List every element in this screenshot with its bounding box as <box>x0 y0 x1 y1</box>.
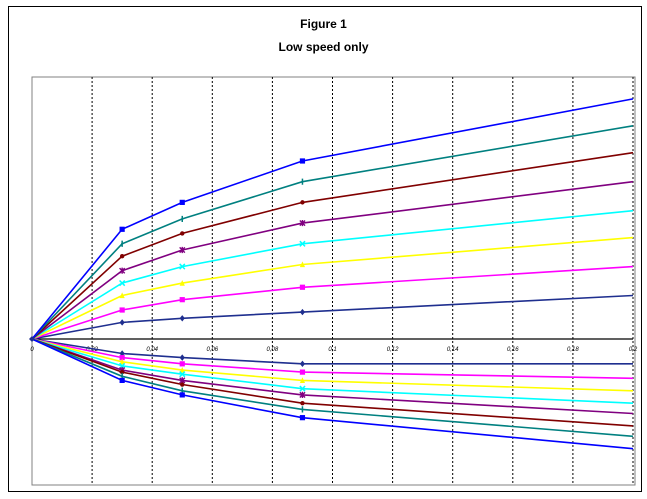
series-4 <box>31 180 634 340</box>
series-11 <box>31 338 634 404</box>
data-point <box>179 392 185 398</box>
series-group <box>29 98 634 450</box>
series-5 <box>31 151 634 340</box>
x-tick-label: 0,18 <box>567 347 579 353</box>
data-point <box>300 200 305 205</box>
origin-point <box>29 336 35 342</box>
data-point <box>179 280 185 286</box>
data-point <box>119 369 125 375</box>
data-point <box>179 263 186 270</box>
data-point <box>299 240 306 247</box>
data-point <box>119 319 125 326</box>
data-point <box>299 219 306 227</box>
chart-subtitle: Low speed only <box>278 40 369 54</box>
data-point <box>179 366 185 373</box>
x-tick-label: 0,06 <box>206 347 218 353</box>
data-point <box>119 254 125 259</box>
data-point <box>299 360 306 368</box>
series-6 <box>31 125 634 340</box>
data-point <box>179 354 185 361</box>
data-point <box>180 231 185 236</box>
data-point <box>119 377 125 383</box>
data-point <box>119 279 126 287</box>
x-axis: 0 0,02 0,04 0,06 0,08 0,1 0,12 0,14 0,16 0,18 0,2 <box>30 338 638 353</box>
data-point <box>179 246 186 254</box>
data-point <box>299 308 306 316</box>
x-tick-label: 0,12 <box>387 347 399 353</box>
series-3 <box>31 209 634 340</box>
data-point <box>300 400 305 406</box>
data-point <box>119 267 126 274</box>
series-9 <box>31 338 634 380</box>
x-tick-label: 0 <box>30 347 34 353</box>
data-point <box>301 178 304 185</box>
data-point <box>119 292 125 299</box>
x-tick-label: 0,16 <box>507 347 519 353</box>
data-point <box>299 284 306 290</box>
data-point <box>299 369 306 375</box>
data-point <box>119 355 125 361</box>
series-13 <box>31 338 634 427</box>
data-point <box>299 385 306 392</box>
data-point <box>179 199 185 205</box>
data-point <box>299 158 306 164</box>
data-point <box>179 371 186 378</box>
series-15 <box>31 338 634 450</box>
data-point <box>121 240 124 247</box>
x-tick-label: 0,08 <box>267 347 279 353</box>
plot-area-border <box>31 76 636 486</box>
data-point <box>299 415 306 421</box>
x-tick-label: 0,14 <box>447 347 459 353</box>
data-point <box>299 391 306 398</box>
data-point <box>119 358 125 365</box>
series-10 <box>31 338 634 392</box>
chart-title: Figure 1 <box>300 17 347 31</box>
data-point <box>179 361 185 367</box>
data-point <box>179 315 185 322</box>
x-tick-label: 0,2 <box>629 347 638 353</box>
x-tick-label: 0,04 <box>146 347 158 353</box>
data-point <box>119 307 125 313</box>
series-2 <box>31 236 634 340</box>
data-point <box>301 406 304 413</box>
x-tick-label: 0,02 <box>86 347 98 353</box>
data-point <box>299 377 306 383</box>
data-point <box>180 382 185 387</box>
series-1 <box>31 265 634 340</box>
data-point <box>179 297 185 303</box>
origin-marker <box>29 336 35 342</box>
data-point <box>299 261 306 268</box>
data-point <box>119 226 125 232</box>
series-0 <box>31 294 634 340</box>
x-tick-label: 0,1 <box>328 347 336 353</box>
series-7 <box>31 98 634 340</box>
data-point <box>181 215 184 223</box>
